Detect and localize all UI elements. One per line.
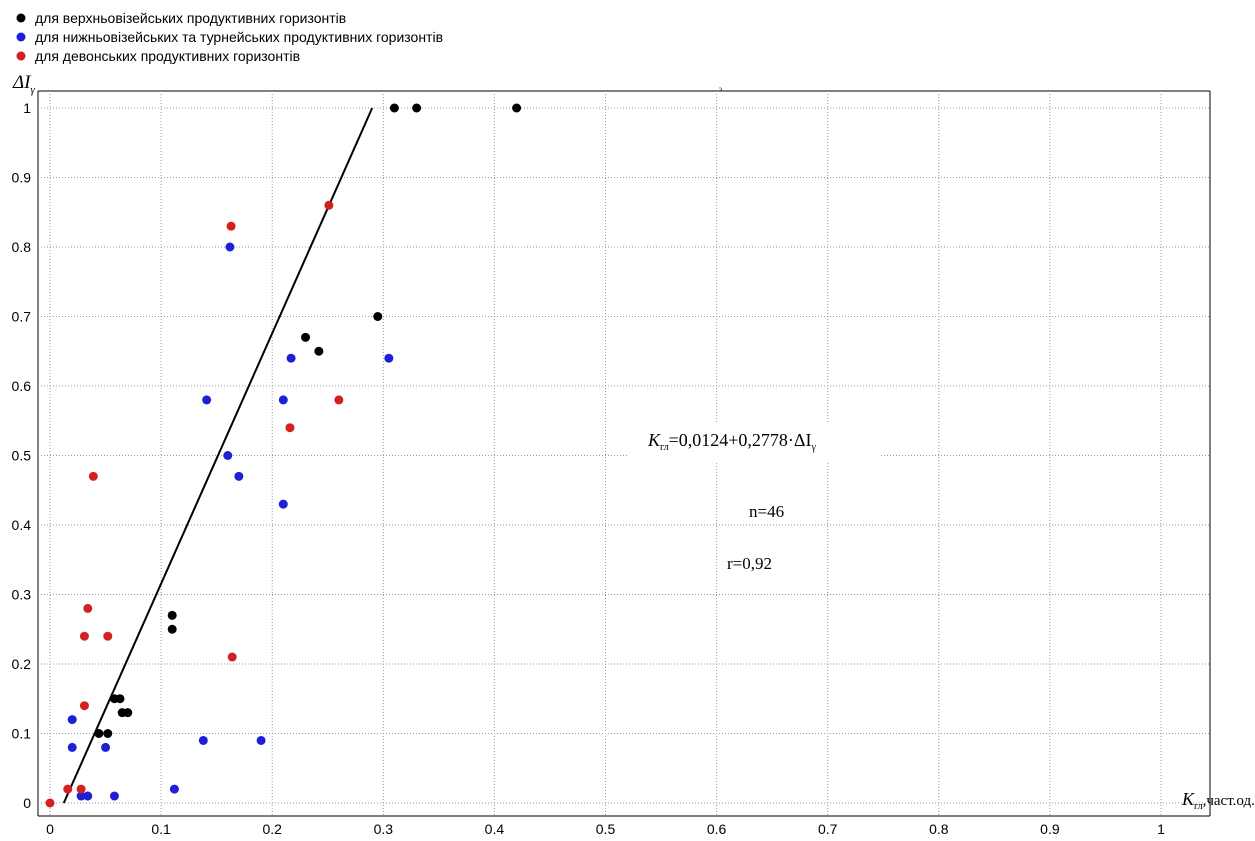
legend-label: для девонських продуктивних горизонтів	[35, 48, 300, 64]
x-tick-label: 0.3	[374, 821, 394, 837]
legend-marker	[16, 13, 26, 23]
equation-background	[627, 422, 881, 462]
data-point-series-1	[286, 353, 296, 363]
data-point-series-1	[109, 791, 119, 801]
x-tick-label: 0.8	[929, 821, 949, 837]
data-point-series-0	[115, 694, 125, 704]
data-point-series-1	[278, 499, 288, 509]
plot-frame	[37, 90, 1211, 817]
x-tick-label: 0.2	[262, 821, 282, 837]
data-point-series-1	[67, 742, 77, 752]
y-axis-label: ΔIγ	[12, 72, 35, 96]
y-tick-label: 1	[23, 100, 31, 116]
correlation-coefficient: r=0,92	[727, 554, 772, 573]
x-tick-label: 0	[46, 821, 54, 837]
small-mark: э	[719, 85, 722, 93]
data-points	[45, 103, 522, 808]
x-tick-label: 0.1	[151, 821, 171, 837]
regression-line	[62, 107, 374, 804]
data-point-series-0	[512, 103, 522, 113]
data-point-series-2	[63, 784, 73, 794]
data-point-series-2	[103, 631, 113, 641]
sample-size: n=46	[749, 502, 784, 521]
data-point-series-2	[79, 701, 89, 711]
data-point-series-1	[169, 784, 179, 794]
y-tick-label: 0.4	[12, 517, 32, 533]
data-point-series-2	[227, 652, 237, 662]
data-point-series-1	[256, 735, 266, 745]
data-point-series-2	[324, 200, 334, 210]
legend-label: для нижньовізейських та турнейських прод…	[35, 29, 443, 45]
data-point-series-1	[202, 395, 212, 405]
data-point-series-0	[103, 729, 113, 738]
x-tick-label: 0.4	[485, 821, 505, 837]
data-point-series-2	[334, 395, 344, 405]
y-tick-label: 0.7	[12, 309, 32, 325]
x-tick-label: 0.6	[707, 821, 727, 837]
x-tick-label: 0.9	[1040, 821, 1060, 837]
y-tick-label: 0.6	[12, 378, 32, 394]
data-point-series-1	[101, 742, 111, 752]
y-tick-label: 0.5	[12, 448, 32, 464]
data-point-series-2	[79, 631, 89, 641]
data-point-series-0	[314, 346, 324, 356]
data-point-series-0	[123, 708, 133, 718]
data-point-series-1	[198, 735, 208, 745]
x-axis-label: Kгл,част.од.	[1181, 789, 1255, 812]
data-point-series-0	[373, 312, 383, 321]
data-point-series-0	[389, 103, 399, 113]
data-point-series-2	[88, 471, 98, 481]
y-axis-ticks: 0 0.1 0.2 0.3 0.4 0.5 0.6 0.7 0.8 0.9 1	[12, 100, 32, 811]
y-tick-label: 0.9	[12, 170, 32, 186]
y-tick-label: 0	[23, 795, 31, 811]
data-point-series-2	[45, 798, 55, 808]
data-point-series-1	[83, 791, 93, 801]
data-point-series-1	[225, 242, 235, 252]
data-point-series-1	[384, 353, 394, 363]
legend: для верхньовізейських продуктивних гориз…	[16, 10, 443, 64]
data-point-series-0	[301, 332, 311, 342]
data-point-series-0	[167, 624, 177, 634]
data-point-series-1	[76, 791, 86, 801]
y-tick-label: 0.1	[12, 726, 32, 742]
data-point-series-0	[94, 729, 104, 738]
data-point-series-2	[226, 221, 236, 231]
data-point-series-2	[83, 603, 93, 613]
legend-marker	[16, 51, 26, 61]
x-axis-ticks: 0 0.1 0.2 0.3 0.4 0.5 0.6 0.7 0.8 0.9 1	[46, 821, 1165, 837]
grid	[38, 91, 1210, 816]
y-tick-label: 0.3	[12, 587, 32, 603]
data-point-series-2	[285, 423, 295, 433]
data-point-series-0	[412, 103, 422, 113]
x-tick-label: 0.7	[818, 821, 838, 837]
regression-equation: Kгл=0,0124+0,2778·ΔIγ	[647, 430, 816, 453]
y-tick-label: 0.8	[12, 239, 32, 255]
data-point-series-1	[67, 715, 77, 725]
data-point-series-1	[234, 471, 244, 481]
legend-label: для верхньовізейських продуктивних гориз…	[35, 10, 346, 26]
legend-marker	[16, 32, 26, 42]
x-tick-label: 0.5	[596, 821, 616, 837]
data-point-series-1	[223, 451, 233, 460]
y-tick-label: 0.2	[12, 656, 32, 672]
x-tick-label: 1	[1157, 821, 1165, 837]
data-point-series-2	[76, 784, 86, 794]
data-point-series-0	[167, 610, 177, 620]
data-point-series-1	[278, 395, 288, 405]
